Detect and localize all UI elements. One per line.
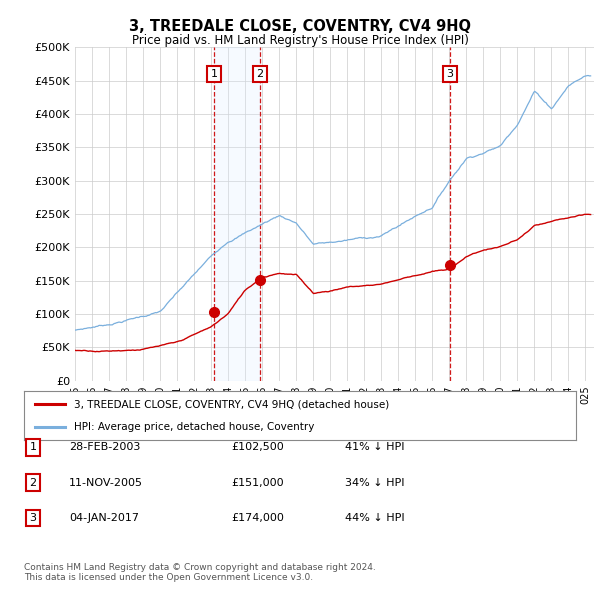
Text: HPI: Average price, detached house, Coventry: HPI: Average price, detached house, Cove… — [74, 422, 314, 432]
Text: 2: 2 — [256, 69, 263, 79]
Text: 44% ↓ HPI: 44% ↓ HPI — [345, 513, 404, 523]
Text: 11-NOV-2005: 11-NOV-2005 — [69, 478, 143, 487]
Text: 3: 3 — [446, 69, 453, 79]
Text: Contains HM Land Registry data © Crown copyright and database right 2024.
This d: Contains HM Land Registry data © Crown c… — [24, 563, 376, 582]
Text: 28-FEB-2003: 28-FEB-2003 — [69, 442, 140, 452]
Text: 04-JAN-2017: 04-JAN-2017 — [69, 513, 139, 523]
Text: 2: 2 — [29, 478, 37, 487]
Text: 34% ↓ HPI: 34% ↓ HPI — [345, 478, 404, 487]
Text: 3, TREEDALE CLOSE, COVENTRY, CV4 9HQ: 3, TREEDALE CLOSE, COVENTRY, CV4 9HQ — [129, 19, 471, 34]
Text: 41% ↓ HPI: 41% ↓ HPI — [345, 442, 404, 452]
Text: Price paid vs. HM Land Registry's House Price Index (HPI): Price paid vs. HM Land Registry's House … — [131, 34, 469, 47]
Text: 3, TREEDALE CLOSE, COVENTRY, CV4 9HQ (detached house): 3, TREEDALE CLOSE, COVENTRY, CV4 9HQ (de… — [74, 399, 389, 409]
Text: 3: 3 — [29, 513, 37, 523]
Text: 1: 1 — [29, 442, 37, 452]
Text: £151,000: £151,000 — [231, 478, 284, 487]
Text: £102,500: £102,500 — [231, 442, 284, 452]
Text: 1: 1 — [211, 69, 217, 79]
Text: £174,000: £174,000 — [231, 513, 284, 523]
Bar — [214, 47, 260, 381]
